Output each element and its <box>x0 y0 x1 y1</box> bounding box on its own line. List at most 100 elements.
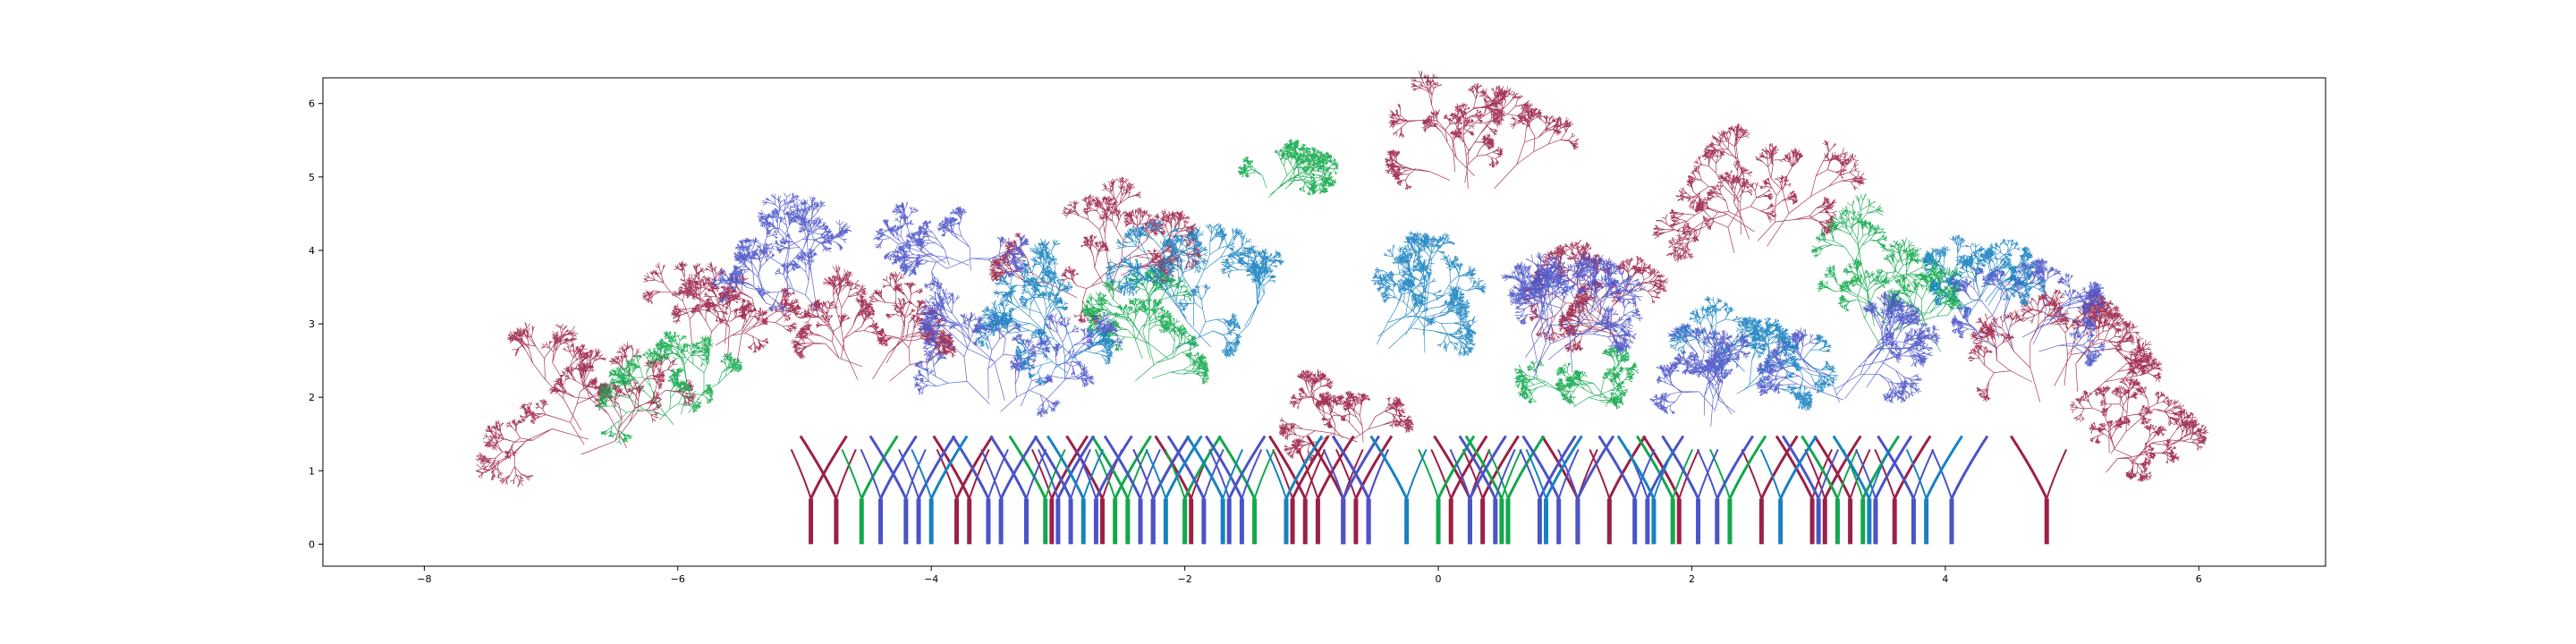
tree-crown <box>2070 377 2209 482</box>
tree-crown <box>1513 345 1640 410</box>
tree-limb <box>1741 449 1763 499</box>
tree-limb <box>1877 435 1915 500</box>
tree-limb <box>1716 435 1755 500</box>
crown-branches <box>1105 218 1285 359</box>
tree-crown <box>1500 251 1647 378</box>
tree-limb <box>1208 449 1231 499</box>
tree-limb <box>1811 449 1833 499</box>
tree-limb <box>1506 435 1546 500</box>
tree-crowns <box>475 70 2209 487</box>
tree-limb <box>1227 435 1267 500</box>
tree-limb <box>1728 435 1767 500</box>
tree-limb <box>1469 435 1507 500</box>
tree-limb <box>1855 449 1877 499</box>
tree-limb <box>1678 449 1700 499</box>
tree-limb <box>911 449 933 499</box>
tree-limb <box>1266 449 1287 499</box>
tree-limb <box>1095 435 1133 500</box>
tree-crown <box>475 321 697 487</box>
tree-limb <box>936 449 958 499</box>
tree-limb <box>1760 435 1799 500</box>
tree-crown <box>1949 257 2106 368</box>
tree-limb <box>1545 435 1583 500</box>
tree-limb <box>1905 449 1928 499</box>
tree-limb <box>1823 435 1862 500</box>
tree-crown <box>1081 267 1210 385</box>
tree-limb <box>1044 449 1066 499</box>
tree-limb <box>1696 449 1718 499</box>
tree-limb <box>968 449 990 499</box>
tree-limb <box>1418 449 1439 499</box>
tree-crown <box>641 260 804 364</box>
crown-branches <box>1513 345 1640 410</box>
x-tick-label: −8 <box>417 573 431 585</box>
x-tick-label: 0 <box>1436 573 1442 585</box>
tree-limb <box>1335 449 1357 499</box>
x-axis: −8 −6 −4 −2 0 2 4 6 <box>417 566 2202 585</box>
y-tick-label: 0 <box>309 538 315 550</box>
tree-limb <box>1449 435 1488 500</box>
tree-crown <box>912 287 1123 418</box>
tree-limb <box>1304 449 1326 499</box>
axes-frame <box>322 77 2326 567</box>
crown-branches <box>1949 257 2106 368</box>
tree-limb <box>1813 435 1852 500</box>
tree-limb <box>1449 449 1471 499</box>
tree-limb <box>1557 449 1580 499</box>
tree-limb <box>1804 449 1826 499</box>
tree-crown <box>1278 369 1414 462</box>
tree-limb <box>917 435 956 500</box>
tree-crown <box>1370 231 1487 357</box>
x-tick-label: −4 <box>924 573 938 585</box>
tree-limb <box>1538 435 1577 500</box>
x-tick-label: 6 <box>2196 573 2202 585</box>
tree-limb <box>1525 449 1547 499</box>
tree-limb <box>999 435 1038 500</box>
tree-limb <box>790 449 812 499</box>
tree-limb <box>1272 449 1294 499</box>
tree-limb <box>1165 435 1203 500</box>
crown-branches <box>641 260 804 364</box>
tree-limb <box>1836 449 1859 499</box>
tree-limb <box>1222 449 1244 499</box>
tree-limb <box>841 449 863 499</box>
tree-limb <box>1132 449 1155 499</box>
tree-limb <box>1202 449 1224 499</box>
tree-limb <box>1661 435 1699 500</box>
tree-limb <box>1183 435 1222 500</box>
crown-branches <box>1278 369 1414 462</box>
tree-limb <box>1759 449 1782 499</box>
plot-area <box>475 70 2209 545</box>
tree-limb <box>989 435 1028 500</box>
crown-branches <box>1385 70 1580 191</box>
crown-branches <box>1652 123 1867 263</box>
tree-limb <box>980 449 1003 499</box>
tree-limb <box>898 449 919 499</box>
y-tick-label: 5 <box>309 172 315 183</box>
tree-crown <box>1385 70 1580 191</box>
tree-limb <box>1801 435 1839 500</box>
y-tick-label: 2 <box>309 392 315 403</box>
tree-limb <box>1185 435 1224 500</box>
tree-limb <box>951 435 990 500</box>
tree-limb <box>1166 435 1206 500</box>
tree-limb <box>1519 449 1541 499</box>
tree-crown <box>1105 218 1285 359</box>
tree-limb <box>1487 449 1509 499</box>
tree-limb <box>1709 449 1731 499</box>
tree-limb <box>1912 449 1935 499</box>
tree-limb <box>1405 449 1428 499</box>
tree-limb <box>1557 449 1579 499</box>
tree-limb <box>1874 435 1913 500</box>
tree-limb <box>1217 435 1256 500</box>
tree-crown <box>1237 138 1340 199</box>
x-tick-label: 4 <box>1942 573 1948 585</box>
tree-limb <box>1267 435 1307 500</box>
tree-limb <box>1781 435 1820 500</box>
tree-limb <box>1322 449 1344 499</box>
tree-limb <box>1931 449 1953 499</box>
tree-limb <box>1458 435 1497 500</box>
tree-crown <box>1668 296 1839 411</box>
